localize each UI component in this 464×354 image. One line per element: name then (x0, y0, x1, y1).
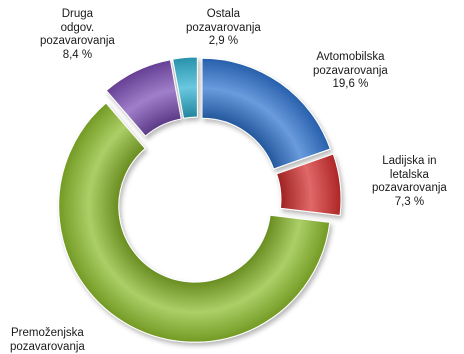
slice-label-line: pozavarovanja (313, 65, 388, 79)
slice-label-line: pozavarovanja (372, 182, 447, 196)
label-avtomobilska: Avtomobilska pozavarovanja 19,6 % (313, 51, 388, 92)
slice-label-line: Avtomobilska (313, 51, 388, 65)
slice-label-line: Premoženjska (10, 327, 85, 341)
slice-label-line: pozavarovanja (40, 35, 115, 49)
label-ostala: Ostala pozavarovanja 2,9 % (186, 8, 261, 49)
slice-label-line: Druga (40, 8, 115, 22)
slice-label-line: letalska (372, 169, 447, 183)
label-ladijska: Ladijska in letalska pozavarovanja 7,3 % (372, 155, 447, 209)
label-druga: Druga odgov. pozavarovanja 8,4 % (40, 8, 115, 62)
doughnut-slice (202, 58, 330, 169)
slice-label-line: pozavarovanja (10, 341, 85, 354)
slice-value-label: 19,6 % (313, 78, 388, 92)
slice-value-label: 7,3 % (372, 196, 447, 210)
slice-label-line: odgov. (40, 22, 115, 36)
slice-label-line: Ladijska in (372, 155, 447, 169)
slice-label-line: pozavarovanja (186, 22, 261, 36)
slice-value-label: 2,9 % (186, 35, 261, 49)
slice-label-line: Ostala (186, 8, 261, 22)
slice-value-label: 8,4 % (40, 49, 115, 63)
label-premozenjska: Premoženjska pozavarovanja (10, 327, 85, 354)
